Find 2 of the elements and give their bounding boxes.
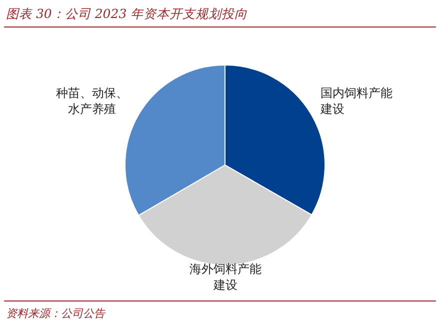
annotation: 资料来源：公司公告 [6, 306, 105, 322]
title: 图表 30：公司 2023 年资本开支规划投向 [6, 6, 248, 22]
